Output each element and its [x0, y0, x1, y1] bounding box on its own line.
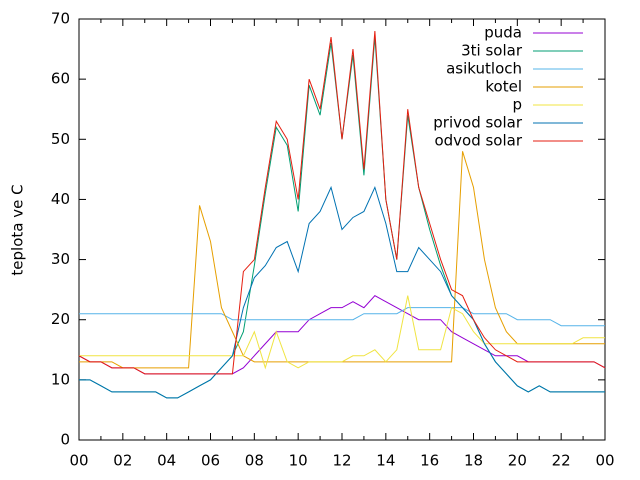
x-tick-label: 02 [113, 452, 132, 470]
series-line [79, 185, 605, 399]
x-tick-label: 20 [508, 452, 527, 470]
x-tick-label: 10 [289, 452, 308, 470]
x-tick-label: 00 [595, 452, 614, 470]
x-tick-label: 04 [157, 452, 176, 470]
x-tick-label: 00 [69, 452, 88, 470]
y-tick-label: 40 [51, 190, 70, 208]
y-tick-label: 30 [51, 250, 70, 268]
y-axis-label: teplota ve C [9, 184, 27, 275]
series-line [79, 307, 605, 327]
y-tick-label: 70 [51, 10, 70, 28]
x-tick-label: 14 [376, 452, 395, 470]
series-line [79, 295, 605, 370]
y-tick-label: 20 [51, 310, 70, 328]
plot-border [78, 18, 606, 441]
legend-label: odvod solar [434, 132, 522, 150]
y-tick-label: 50 [51, 130, 70, 148]
legend-label: kotel [485, 78, 522, 96]
legend-label: privod solar [433, 114, 523, 132]
x-tick-label: 22 [552, 452, 571, 470]
y-tick-label: 60 [51, 70, 70, 88]
x-tick-label: 12 [332, 452, 351, 470]
y-tick-label: 10 [51, 370, 70, 388]
series-line [78, 30, 606, 375]
legend-label: asikutloch [446, 60, 522, 78]
x-tick-label: 16 [420, 452, 439, 470]
y-tick-label: 0 [60, 431, 70, 449]
legend-label: 3ti solar [461, 42, 523, 60]
legend-label: p [512, 96, 522, 114]
legend-label: puda [484, 24, 522, 42]
x-tick-label: 18 [464, 452, 483, 470]
x-tick-label: 08 [245, 452, 264, 470]
x-tick-label: 06 [201, 452, 220, 470]
series-line [79, 151, 605, 369]
